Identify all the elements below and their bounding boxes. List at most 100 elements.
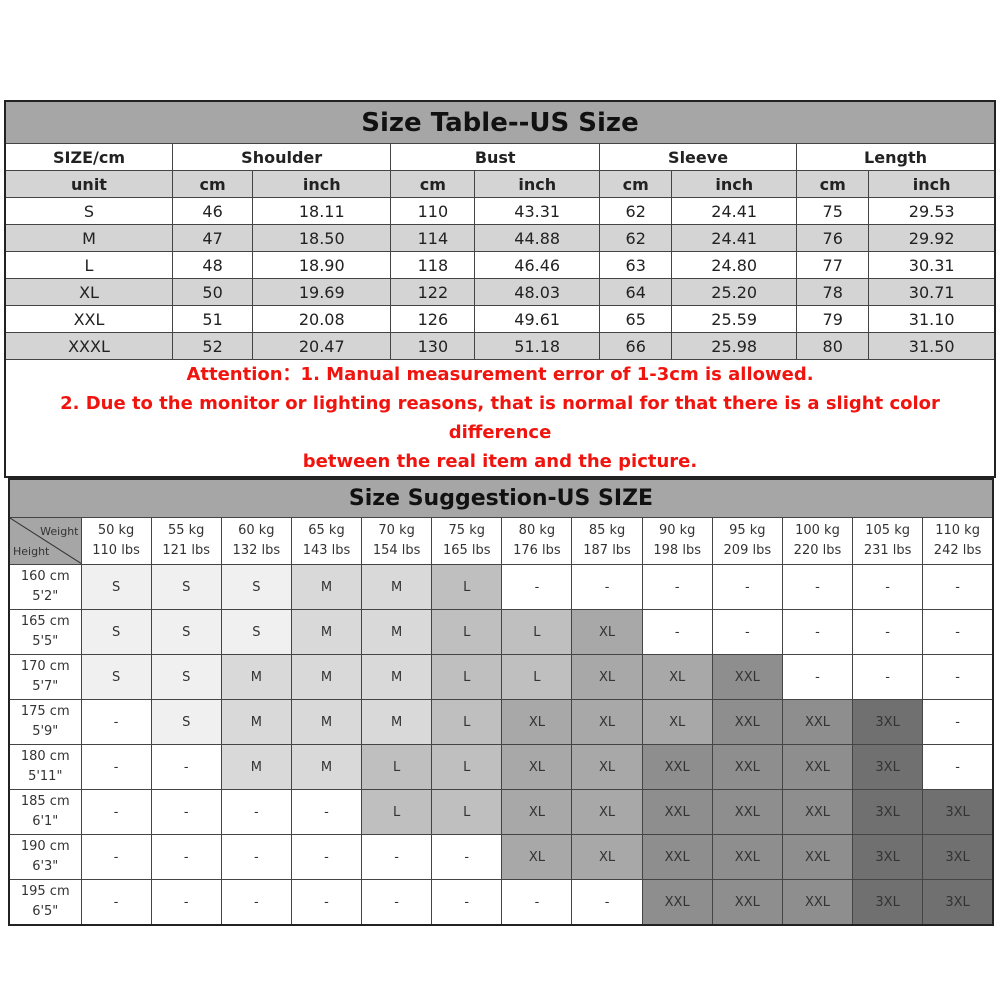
measurement-cell: 75 [796, 197, 870, 225]
table-row: 165 cm 5'5" S S S M M L L XL - - - - - [8, 609, 994, 655]
size-suggestion-cell: - [852, 609, 924, 655]
height-cm: 190 cm [20, 839, 70, 854]
height-header: 190 cm 6'3" [8, 834, 82, 880]
size-suggestion-cell: - [571, 879, 643, 926]
weight-lbs: 198 lbs [653, 543, 701, 558]
size-suggestion-cell: - [922, 654, 994, 700]
weight-lbs: 143 lbs [302, 543, 351, 558]
size-suggestion-cell: - [501, 564, 573, 610]
size-suggestion-cell: XL [571, 654, 643, 700]
height-ft: 6'5" [32, 904, 59, 919]
height-cm: 175 cm [20, 704, 70, 719]
weight-header: 100 kg 220 lbs [781, 517, 854, 565]
size-suggestion-cell: M [290, 654, 363, 700]
table-row: 160 cm 5'2" S S S M M L - - - - - - - [8, 564, 994, 610]
table-row: 190 cm 6'3" - - - - - - XL XL XXL XXL XXL 3XL 3XL [8, 834, 994, 880]
weight-kg: 85 kg [588, 523, 626, 538]
measurement-cell: 18.90 [252, 251, 392, 279]
measurement-cell: 20.47 [252, 332, 392, 360]
unit-cell: inch [252, 170, 392, 198]
size-suggestion-cell: M [290, 744, 363, 790]
weight-lbs: 121 lbs [162, 543, 210, 558]
table-row: XXXL 52 20.47 130 51.18 66 25.98 80 31.50 [4, 332, 996, 360]
size-label: XXXL [4, 332, 173, 360]
measurement-cell: 63 [599, 251, 673, 279]
size-suggestion-cell: - [431, 834, 503, 880]
measurement-cell: 62 [599, 224, 673, 252]
size-suggestion-cell: S [150, 609, 222, 655]
weight-lbs: 209 lbs [723, 543, 772, 558]
measurement-cell: 76 [796, 224, 870, 252]
size-suggestion-cell: XL [501, 699, 573, 745]
measurement-cell: 20.08 [252, 305, 392, 333]
size-suggestion-cell: L [361, 789, 433, 835]
measurement-cell: 24.41 [671, 197, 798, 225]
weight-kg: 80 kg [518, 523, 556, 538]
size-suggestion-cell: XXL [641, 879, 713, 926]
measurement-cell: 18.11 [252, 197, 392, 225]
height-ft: 5'2" [32, 589, 59, 604]
size-suggestion-cell: XL [501, 744, 573, 790]
size-label: XXL [4, 305, 173, 333]
measurement-cell: 43.31 [474, 197, 601, 225]
measurement-cell: 47 [171, 224, 254, 252]
measurement-cell: 18.50 [252, 224, 392, 252]
size-suggestion-cell: M [220, 699, 292, 745]
size-table-title: Size Table--US Size [4, 100, 996, 144]
weight-kg: 100 kg [795, 523, 840, 538]
measurement-cell: 31.10 [868, 305, 996, 333]
size-suggestion-cell: 3XL [922, 879, 994, 926]
measurement-cell: 24.80 [671, 251, 798, 279]
size-suggestion-cell: - [922, 564, 994, 610]
height-ft: 5'9" [32, 724, 59, 739]
unit-cell: cm [390, 170, 476, 198]
height-cm: 180 cm [20, 749, 70, 764]
height-cm: 160 cm [20, 569, 70, 584]
measurement-cell: 79 [796, 305, 870, 333]
measurement-cell: 25.59 [671, 305, 798, 333]
height-ft: 5'11" [28, 769, 63, 784]
size-suggestion-cell: - [641, 609, 713, 655]
table-row: 185 cm 6'1" - - - - L L XL XL XXL XXL XXL 3XL 3XL [8, 789, 994, 835]
weight-lbs: 132 lbs [232, 543, 281, 558]
measurement-cell: 52 [171, 332, 254, 360]
size-suggestion-cell: - [922, 609, 994, 655]
measurement-cell: 64 [599, 278, 673, 306]
size-suggestion-cell: M [361, 609, 433, 655]
size-suggestion-cell: - [852, 564, 924, 610]
size-suggestion-cell: S [150, 654, 222, 700]
weight-header: 110 kg 242 lbs [922, 517, 994, 565]
corner-cell: Weight Height [8, 517, 82, 565]
height-header: 185 cm 6'1" [8, 789, 82, 835]
size-suggestion-cell: L [431, 564, 503, 610]
size-suggestion-cell: - [80, 699, 152, 745]
size-label: XL [4, 278, 173, 306]
unit-cell: cm [171, 170, 254, 198]
weight-lbs: 231 lbs [863, 543, 912, 558]
height-cm: 195 cm [20, 884, 70, 899]
measurement-cell: 114 [390, 224, 476, 252]
unit-row: unit cm inch cm inch cm inch cm inch [4, 170, 996, 198]
size-suggestion-cell: XL [571, 834, 643, 880]
measurement-cell: 48 [171, 251, 254, 279]
size-suggestion-cell: XXL [641, 789, 713, 835]
size-suggestion-cell: - [431, 879, 503, 926]
size-suggestion-cell: L [431, 789, 503, 835]
size-suggestion-cell: L [501, 609, 573, 655]
measurement-cell: 51.18 [474, 332, 601, 360]
size-suggestion-cell: - [150, 744, 222, 790]
size-suggestion-cell: - [711, 564, 783, 610]
size-suggestion-cell: - [922, 699, 994, 745]
size-suggestion-cell: M [361, 564, 433, 610]
header-size: SIZE/cm [4, 143, 173, 171]
table-row: 195 cm 6'5" - - - - - - - - XXL XXL XXL 3XL 3XL [8, 879, 994, 926]
size-suggestion-cell: 3XL [852, 744, 924, 790]
size-suggestion-cell: L [501, 654, 573, 700]
weight-header: 75 kg 165 lbs [431, 517, 503, 565]
weight-kg: 105 kg [865, 523, 910, 538]
measurement-cell: 25.98 [671, 332, 798, 360]
height-header: 160 cm 5'2" [8, 564, 82, 610]
height-cm: 165 cm [20, 614, 70, 629]
weight-header: 90 kg 198 lbs [641, 517, 713, 565]
weight-kg: 65 kg [308, 523, 345, 538]
